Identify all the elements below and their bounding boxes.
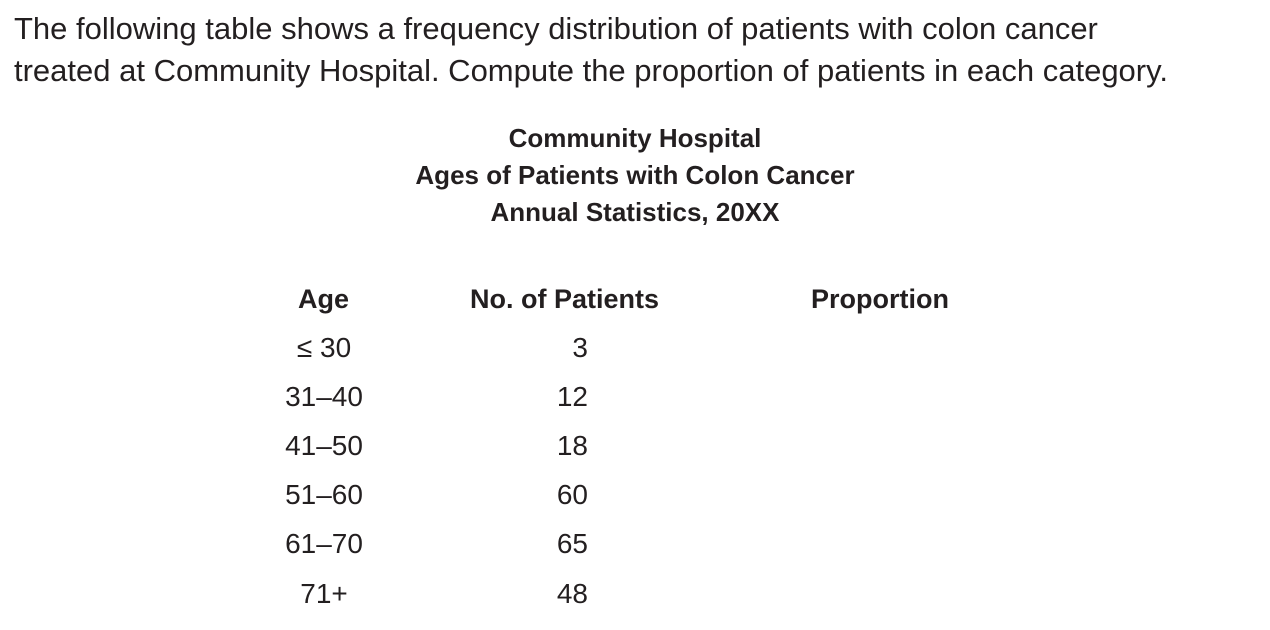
patients-cell: 12 xyxy=(556,381,588,412)
column-header-age: Age xyxy=(298,284,350,314)
age-cell: 61–70 xyxy=(285,528,363,559)
patients-cell: 65 xyxy=(556,528,588,559)
problem-statement-line-2: treated at Community Hospital. Compute t… xyxy=(14,53,1168,88)
problem-statement: The following table shows a frequency di… xyxy=(14,8,1264,92)
table-title-subject: Ages of Patients with Colon Cancer xyxy=(415,160,855,190)
age-cell: 51–60 xyxy=(285,479,363,510)
patients-cell: 48 xyxy=(556,578,588,609)
age-cell: 71+ xyxy=(300,578,348,609)
patients-cell: 18 xyxy=(556,430,588,461)
patients-cell: 60 xyxy=(556,479,588,510)
table-title-period: Annual Statistics, 20XX xyxy=(490,197,780,227)
column-header-patients: No. of Patients xyxy=(470,284,660,314)
table-title-hospital: Community Hospital xyxy=(508,123,762,153)
age-cell: ≤ 30 xyxy=(296,332,352,363)
table-title: Community Hospital Ages of Patients with… xyxy=(0,120,1270,231)
patients-cell: 3 xyxy=(572,332,588,363)
age-cell: 31–40 xyxy=(285,381,363,412)
problem-statement-line-1: The following table shows a frequency di… xyxy=(14,11,1098,46)
age-cell: 41–50 xyxy=(285,430,363,461)
column-header-proportion: Proportion xyxy=(811,284,949,314)
